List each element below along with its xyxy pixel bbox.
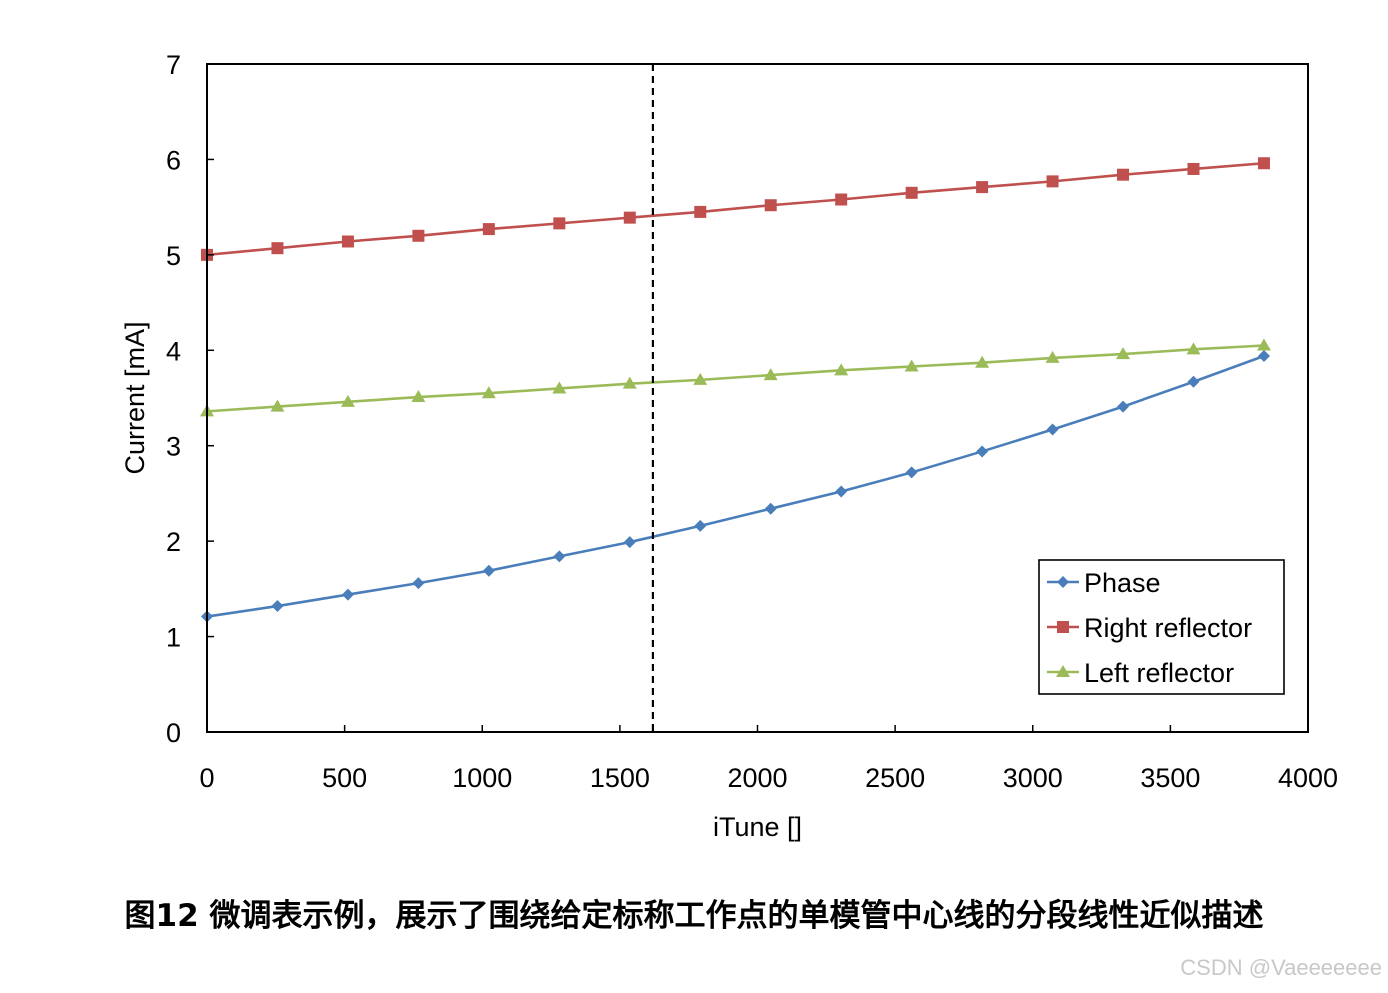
data-point [764,502,777,515]
series-line [206,354,1265,618]
x-tick-label: 0 [199,763,214,793]
x-tick-label: 2000 [727,763,787,793]
data-point [1256,338,1271,351]
data-point [1117,400,1130,413]
data-point [270,399,285,412]
figure-caption: 图12 微调表示例，展示了围绕给定标称工作点的单模管中心线的分段线性近似描述 [124,898,1264,934]
data-point [1257,350,1270,363]
data-point [764,199,777,212]
y-axis-title: Current [mA] [120,321,150,474]
x-tick-label: 3500 [1140,763,1200,793]
x-tick-label: 500 [322,763,367,793]
data-point [763,368,778,381]
chart: 0 1 2 3 4 5 6 7 0 500 1000 1500 2000 2500 3000 3500 400… [120,50,1338,842]
series-right-reflector [201,157,1270,261]
data-point [835,485,848,498]
data-point [694,205,707,218]
y-tick-label: 1 [166,623,181,653]
data-point [834,363,849,376]
legend-label: Phase [1084,568,1161,598]
y-axis-ticks: 0 1 2 3 4 5 6 7 [166,50,214,748]
legend-label: Left reflector [1084,658,1234,688]
legend-swatch-marker [1057,621,1069,633]
data-point [1117,168,1130,181]
data-point [622,376,637,389]
data-point [412,229,425,242]
data-point [552,381,567,394]
y-tick-label: 5 [166,241,181,271]
legend-label: Right reflector [1084,613,1252,643]
data-point [481,386,496,399]
y-tick-label: 6 [166,145,181,175]
x-tick-label: 4000 [1278,763,1338,793]
y-tick-label: 0 [166,718,181,748]
y-tick-label: 3 [166,432,181,462]
x-tick-label: 1500 [590,763,650,793]
y-tick-label: 4 [166,336,181,366]
data-point [975,355,990,368]
data-point [482,223,495,236]
series-left-reflector [200,338,1271,417]
data-point [976,181,989,194]
series-phase [201,350,1270,623]
data-point [341,235,354,248]
data-point [905,186,918,199]
legend-swatch-marker [1056,665,1070,677]
y-tick-label: 2 [166,527,181,557]
data-point [623,536,636,549]
x-tick-label: 1000 [452,763,512,793]
data-point [905,466,918,479]
data-point [412,577,425,590]
data-point [1116,347,1131,360]
y-tick-label: 7 [166,50,181,80]
x-tick-label: 2500 [865,763,925,793]
data-point [623,211,636,224]
data-point [1046,423,1059,436]
data-point [271,600,284,613]
data-point [341,588,354,601]
data-point [271,242,284,255]
data-point [411,390,426,403]
series-line [206,161,1265,257]
plot-series [200,157,1271,623]
data-point [1186,342,1201,355]
series-line [206,344,1265,413]
data-point [1045,350,1060,363]
data-point [1187,375,1200,388]
data-point [1187,162,1200,175]
data-point [1046,175,1059,188]
data-point [340,394,355,407]
legend: Phase Right reflector Left reflector [1038,559,1285,695]
data-point [694,519,707,532]
legend-swatch-marker [1057,576,1069,588]
x-axis-title: iTune [] [713,812,802,842]
legend-box [1038,559,1285,695]
x-axis-ticks: 0 500 1000 1500 2000 2500 3000 3500 4000 [199,725,1338,793]
data-point [835,193,848,206]
x-tick-label: 3000 [1003,763,1063,793]
watermark: CSDN @Vaeeeeeee [1180,955,1382,980]
data-point [904,359,919,372]
data-point [693,372,708,385]
data-point [976,445,989,458]
data-point [482,564,495,577]
data-point [1257,157,1270,170]
data-point [553,217,566,230]
data-point [553,550,566,563]
